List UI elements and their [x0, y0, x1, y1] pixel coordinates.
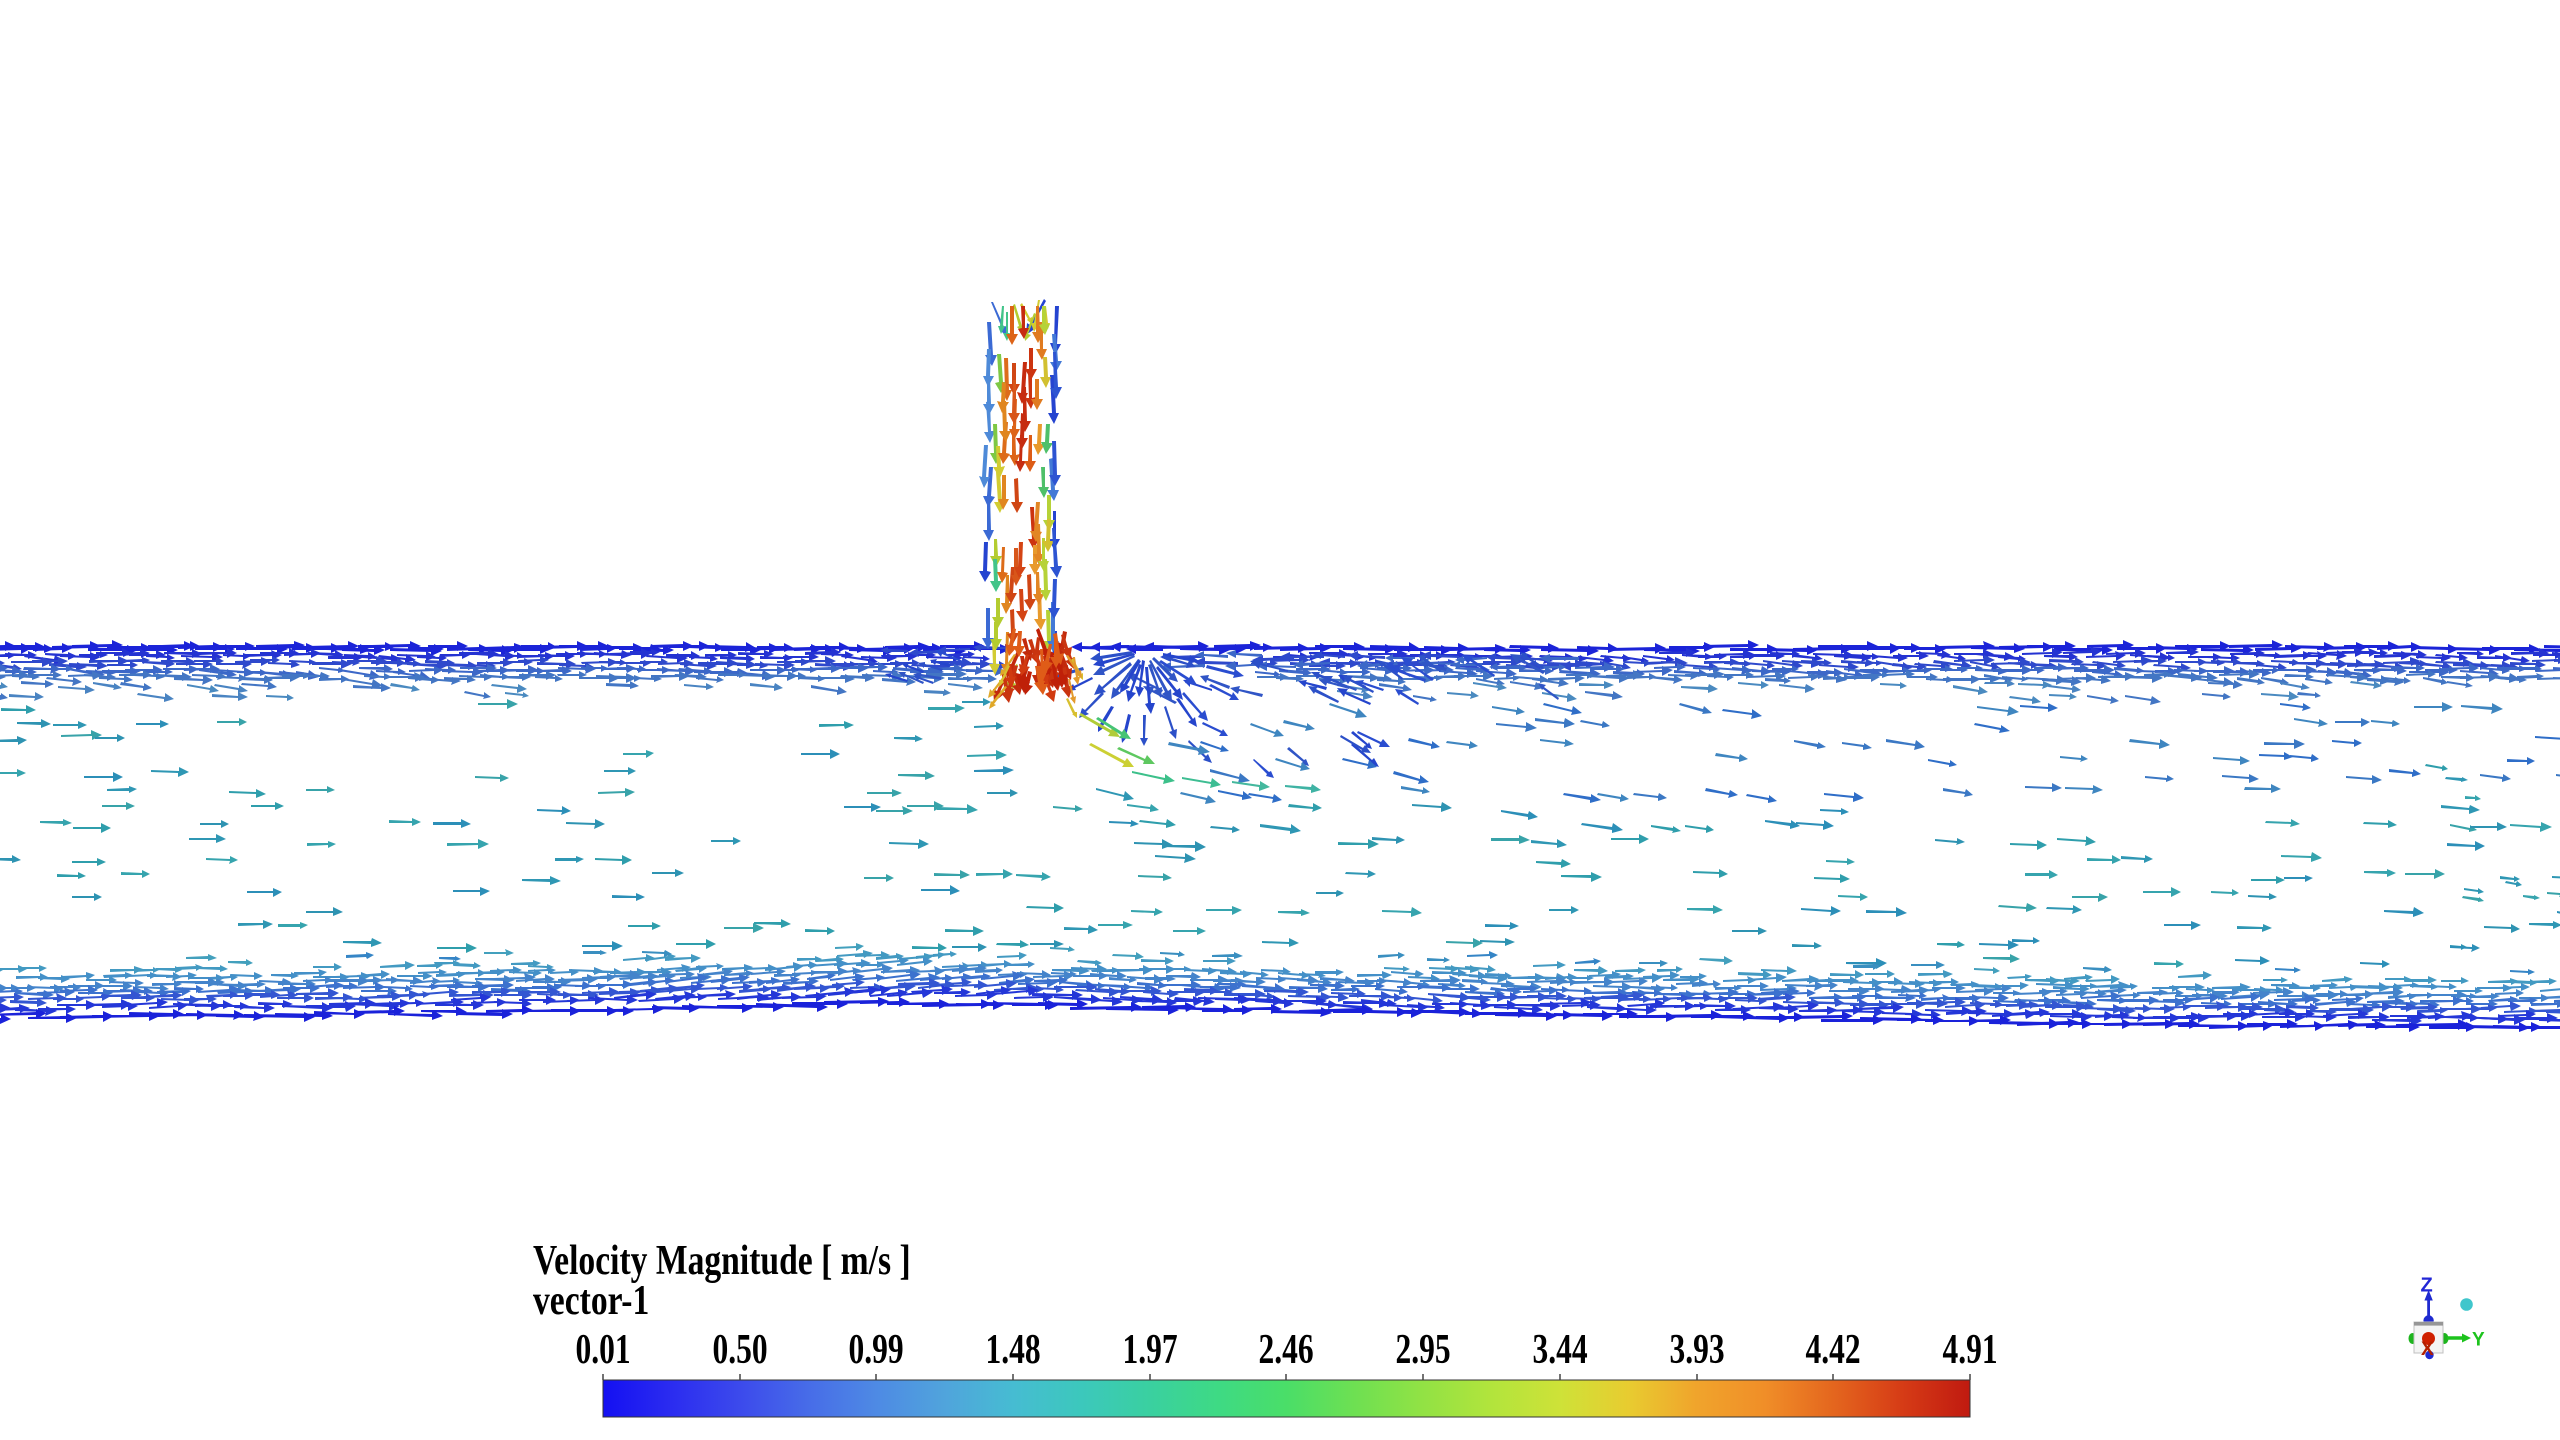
svg-text:Z: Z: [2421, 1275, 2433, 1297]
svg-text:Y: Y: [2472, 1330, 2485, 1351]
svg-text:X: X: [2421, 1339, 2434, 1360]
